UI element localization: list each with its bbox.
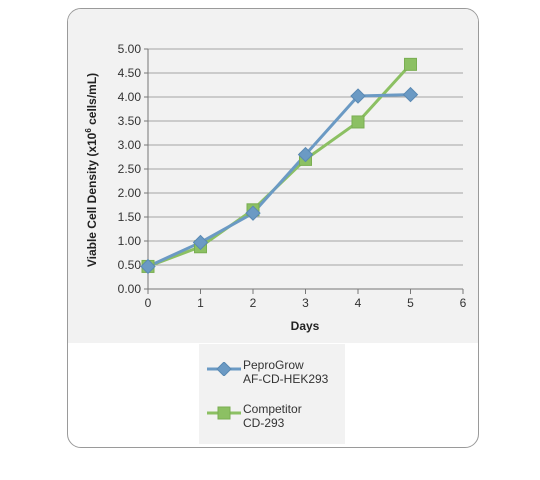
data-point-pepro <box>192 234 209 251</box>
y-tick-label: 1.50 <box>118 210 142 224</box>
y-tick-label: 4.50 <box>118 66 142 80</box>
x-tick-label: 0 <box>145 296 152 310</box>
data-point-pepro <box>297 146 314 163</box>
data-point-competitor <box>404 57 417 71</box>
y-tick-labels: 0.00 0.50 1.00 1.50 2.00 2.50 3.00 3.50 4.00 4.50… <box>118 42 142 296</box>
legend: PeproGrow AF-CD-HEK293 Competitor CD-293 <box>199 344 345 444</box>
x-tick-label: 1 <box>197 296 204 310</box>
x-tick-label: 4 <box>355 296 362 310</box>
legend-label-competitor-line1: Competitor <box>243 402 302 416</box>
data-point-pepro <box>245 205 261 221</box>
data-point-competitor <box>351 115 365 129</box>
series-line-pepro <box>147 93 411 268</box>
data-point-pepro <box>140 258 156 275</box>
y-tick-label: 2.50 <box>118 162 142 176</box>
legend-label-pepro-line2: AF-CD-HEK293 <box>243 372 329 386</box>
x-tick-label: 6 <box>460 296 467 310</box>
y-tick-label: 3.00 <box>118 138 142 152</box>
x-tick-label: 5 <box>407 296 414 310</box>
y-tick-label: 5.00 <box>118 42 142 56</box>
x-axis-label: Days <box>291 319 320 333</box>
gridlines <box>148 48 463 266</box>
y-tick-label: 4.00 <box>118 90 142 104</box>
series-layer <box>140 57 419 275</box>
legend-square-icon <box>207 406 241 420</box>
y-tick-label: 0.50 <box>118 258 142 272</box>
y-tick-label: 3.50 <box>118 114 142 128</box>
y-tick-label: 2.00 <box>118 186 142 200</box>
legend-diamond-icon <box>207 362 241 376</box>
x-tick-label: 3 <box>302 296 309 310</box>
legend-label-pepro-line1: PeproGrow <box>243 358 304 372</box>
x-tick-labels: 0 1 2 3 4 5 6 <box>145 296 467 310</box>
data-point-pepro <box>350 88 366 104</box>
y-axis-label: Viable Cell Density (x106 cells/mL) <box>84 73 99 267</box>
y-tick-label: 1.00 <box>118 234 142 248</box>
data-point-pepro <box>402 86 419 103</box>
axes <box>144 48 464 294</box>
legend-label-competitor-line2: CD-293 <box>243 416 285 430</box>
y-tick-label: 0.00 <box>118 282 142 296</box>
x-tick-label: 2 <box>250 296 257 310</box>
